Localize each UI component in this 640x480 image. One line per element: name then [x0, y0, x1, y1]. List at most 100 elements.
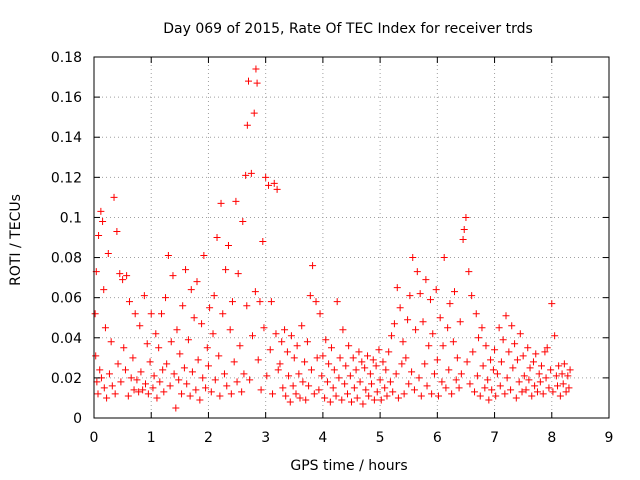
data-point: [381, 384, 389, 392]
chart-title: Day 069 of 2015, Rate Of TEC Index for r…: [163, 21, 533, 37]
data-point: [396, 304, 404, 312]
data-point: [113, 227, 121, 235]
data-point: [243, 302, 251, 310]
data-point: [274, 366, 282, 374]
data-point: [484, 376, 492, 384]
data-point: [136, 322, 144, 330]
data-point: [362, 386, 370, 394]
data-point: [276, 360, 284, 368]
data-point: [389, 388, 397, 396]
data-point: [436, 314, 444, 322]
data-point: [259, 238, 267, 246]
data-point: [327, 344, 335, 352]
data-point: [318, 372, 326, 380]
data-point: [522, 386, 530, 394]
data-point: [107, 338, 115, 346]
data-point: [295, 370, 303, 378]
x-tick-label: 0: [90, 430, 99, 446]
data-point: [501, 390, 509, 398]
data-point: [452, 376, 460, 384]
data-point: [375, 346, 383, 354]
data-point: [373, 388, 381, 396]
data-point: [562, 388, 570, 396]
data-point: [135, 388, 143, 396]
data-point: [119, 276, 127, 284]
y-tick-label: 0.12: [51, 170, 82, 186]
data-point: [282, 392, 290, 400]
data-point: [170, 370, 178, 378]
data-point: [163, 360, 171, 368]
y-tick-label: 0.04: [51, 331, 82, 347]
data-point: [293, 342, 301, 350]
data-point: [207, 388, 215, 396]
data-point: [125, 298, 133, 306]
data-point: [466, 380, 474, 388]
data-point: [478, 324, 486, 332]
data-point: [108, 382, 116, 390]
data-point: [150, 372, 158, 380]
data-point: [547, 366, 555, 374]
data-point: [93, 378, 101, 386]
data-point: [460, 225, 468, 233]
data-point: [518, 388, 526, 396]
data-point: [560, 360, 568, 368]
data-point: [173, 326, 181, 334]
data-point: [321, 394, 329, 402]
data-point: [368, 380, 376, 388]
data-point: [226, 326, 234, 334]
data-point: [233, 378, 241, 386]
data-point: [97, 207, 105, 215]
data-point: [412, 326, 420, 334]
data-point: [543, 344, 551, 352]
data-point: [376, 376, 384, 384]
data-point: [254, 356, 262, 364]
data-point: [179, 302, 187, 310]
data-point: [430, 370, 438, 378]
data-point: [187, 286, 195, 294]
data-point: [188, 368, 196, 376]
data-point: [215, 352, 223, 360]
data-point: [432, 286, 440, 294]
data-point: [247, 169, 255, 177]
data-point: [330, 366, 338, 374]
data-markers: [91, 65, 574, 412]
data-point: [423, 382, 431, 390]
y-tick-label: 0.1: [60, 210, 82, 226]
data-point: [493, 370, 501, 378]
data-point: [394, 394, 402, 402]
data-point: [537, 362, 545, 370]
data-point: [346, 372, 354, 380]
data-point: [390, 320, 398, 328]
data-point: [217, 199, 225, 207]
data-point: [253, 79, 261, 87]
data-point: [497, 358, 505, 366]
data-point: [462, 213, 470, 221]
data-point: [325, 360, 333, 368]
data-point: [336, 354, 344, 362]
data-point: [116, 270, 124, 278]
x-tick-label: 7: [490, 430, 499, 446]
data-point: [404, 316, 412, 324]
data-point: [203, 344, 211, 352]
data-point: [383, 392, 391, 400]
data-point: [193, 278, 201, 286]
data-point: [124, 392, 132, 400]
data-point: [120, 344, 128, 352]
data-point: [146, 358, 154, 366]
data-point: [110, 193, 118, 201]
data-point: [475, 334, 483, 342]
data-point: [448, 390, 456, 398]
data-point: [415, 374, 423, 382]
data-point: [104, 250, 112, 258]
data-point: [433, 356, 441, 364]
data-point: [319, 352, 327, 360]
data-point: [180, 364, 188, 372]
data-point: [190, 314, 198, 322]
data-point: [316, 310, 324, 318]
data-point: [379, 358, 387, 366]
data-point: [349, 354, 357, 362]
data-point: [147, 310, 155, 318]
data-point: [463, 358, 471, 366]
data-point: [312, 298, 320, 306]
